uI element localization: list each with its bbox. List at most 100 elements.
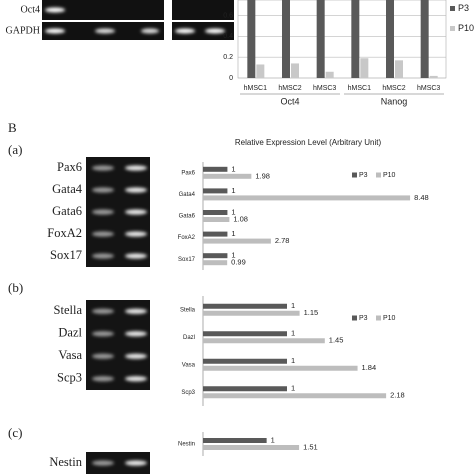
x-tick-label: hMSC2 xyxy=(278,85,301,92)
bar xyxy=(203,303,287,309)
gel-band xyxy=(92,187,114,193)
value-label: 1.51 xyxy=(303,442,318,451)
bar xyxy=(247,0,256,78)
panel-label: B xyxy=(8,120,17,135)
gel-band xyxy=(92,331,114,337)
gel-band xyxy=(125,231,147,237)
y-tick-label: Pax6 xyxy=(181,170,195,176)
value-label: 1 xyxy=(231,207,235,216)
y-tick-label: 0.6 xyxy=(223,12,233,19)
y-tick-label: FoxA2 xyxy=(178,235,196,241)
value-label: 2.18 xyxy=(390,391,405,400)
bar xyxy=(203,231,228,237)
bar xyxy=(203,188,228,194)
gel-band xyxy=(125,331,147,337)
gel-label: GAPDH xyxy=(6,25,40,36)
bar xyxy=(203,358,287,364)
value-label: 1.98 xyxy=(255,171,270,180)
panel-label: (a) xyxy=(8,142,22,157)
y-tick-label: 0.2 xyxy=(223,54,233,61)
gel-band xyxy=(125,187,147,193)
value-label: 1 xyxy=(231,164,235,173)
gel-label: Nestin xyxy=(49,455,82,469)
gel-label: Pax6 xyxy=(57,160,82,174)
gel-band xyxy=(92,253,114,259)
gel-label: FoxA2 xyxy=(47,226,82,240)
bar xyxy=(203,173,252,179)
legend-label: P3 xyxy=(359,315,368,322)
y-tick-label: Gata6 xyxy=(179,214,196,220)
value-label: 1 xyxy=(231,251,235,260)
gel-label: Scp3 xyxy=(57,371,82,385)
panel-label: (c) xyxy=(8,425,22,440)
y-tick-label: Scp3 xyxy=(181,390,195,396)
y-tick-label: 0 xyxy=(229,75,233,82)
gel-band xyxy=(92,209,114,215)
bar xyxy=(203,217,230,222)
x-tick-label: hMSC3 xyxy=(417,85,440,92)
bar xyxy=(256,64,265,78)
bar xyxy=(395,60,403,78)
gel-band xyxy=(92,353,114,359)
plot xyxy=(237,0,447,79)
gel-band xyxy=(125,460,147,466)
gel-label: Gata6 xyxy=(52,204,82,218)
value-label: 1 xyxy=(291,384,295,393)
x-tick-label: hMSC1 xyxy=(348,85,371,92)
y-tick-label: Dazl xyxy=(183,335,195,341)
value-label: 0.99 xyxy=(231,258,246,267)
x-tick-label: hMSC2 xyxy=(382,85,405,92)
x-tick-label: hMSC3 xyxy=(313,85,336,92)
gel-band xyxy=(125,376,147,382)
gel-label: Vasa xyxy=(58,348,82,362)
y-tick-label: Gata4 xyxy=(179,192,196,198)
bar xyxy=(203,166,228,172)
bar xyxy=(282,0,290,78)
group-label: Nanog xyxy=(381,96,408,106)
plot-area xyxy=(237,0,447,79)
legend-swatch xyxy=(352,315,357,321)
gels: Pax6 Gata4 Gata6 FoxA2 Sox17 Stella Dazl Vasa Sc… xyxy=(47,157,150,474)
value-label: 2.78 xyxy=(275,236,290,245)
value-label: 1.84 xyxy=(362,363,377,372)
gel-top xyxy=(42,0,234,40)
value-label: 1 xyxy=(231,186,235,195)
gel xyxy=(86,300,150,390)
gel-band xyxy=(92,231,114,237)
bar xyxy=(325,71,334,78)
gel-label: Stella xyxy=(54,303,83,317)
legend-swatch xyxy=(352,172,357,178)
bar xyxy=(420,0,429,78)
x-tick-label: hMSC1 xyxy=(244,85,267,92)
chart-title: Relative Expression Level (Arbitrary Uni… xyxy=(235,138,382,147)
gel-band xyxy=(125,308,147,314)
value-label: 1 xyxy=(291,356,295,365)
bar xyxy=(203,253,228,259)
bar xyxy=(203,338,325,344)
gel xyxy=(86,452,150,474)
group-label: Oct4 xyxy=(280,96,299,106)
legend-label: P10 xyxy=(383,315,396,322)
value-label: 1 xyxy=(271,435,275,444)
gel-label: Oct4 xyxy=(21,4,40,15)
value-label: 1.08 xyxy=(233,214,248,223)
value-label: 1 xyxy=(231,229,235,238)
bar xyxy=(203,445,300,450)
legend-swatch xyxy=(376,315,381,321)
gel-label: Gata4 xyxy=(52,182,83,196)
value-label: 1 xyxy=(291,329,295,338)
legend-label: P3 xyxy=(458,3,469,13)
gel-band xyxy=(92,165,114,171)
bar xyxy=(429,75,438,78)
bar xyxy=(203,238,271,244)
gel-band xyxy=(125,353,147,359)
bar xyxy=(203,365,358,371)
gel-band xyxy=(92,376,114,382)
bar xyxy=(291,63,299,78)
legend-label: P3 xyxy=(359,172,368,179)
gel-band xyxy=(125,165,147,171)
legend-label: P10 xyxy=(458,23,474,33)
bar xyxy=(351,0,360,78)
value-label: 8.48 xyxy=(414,193,429,202)
